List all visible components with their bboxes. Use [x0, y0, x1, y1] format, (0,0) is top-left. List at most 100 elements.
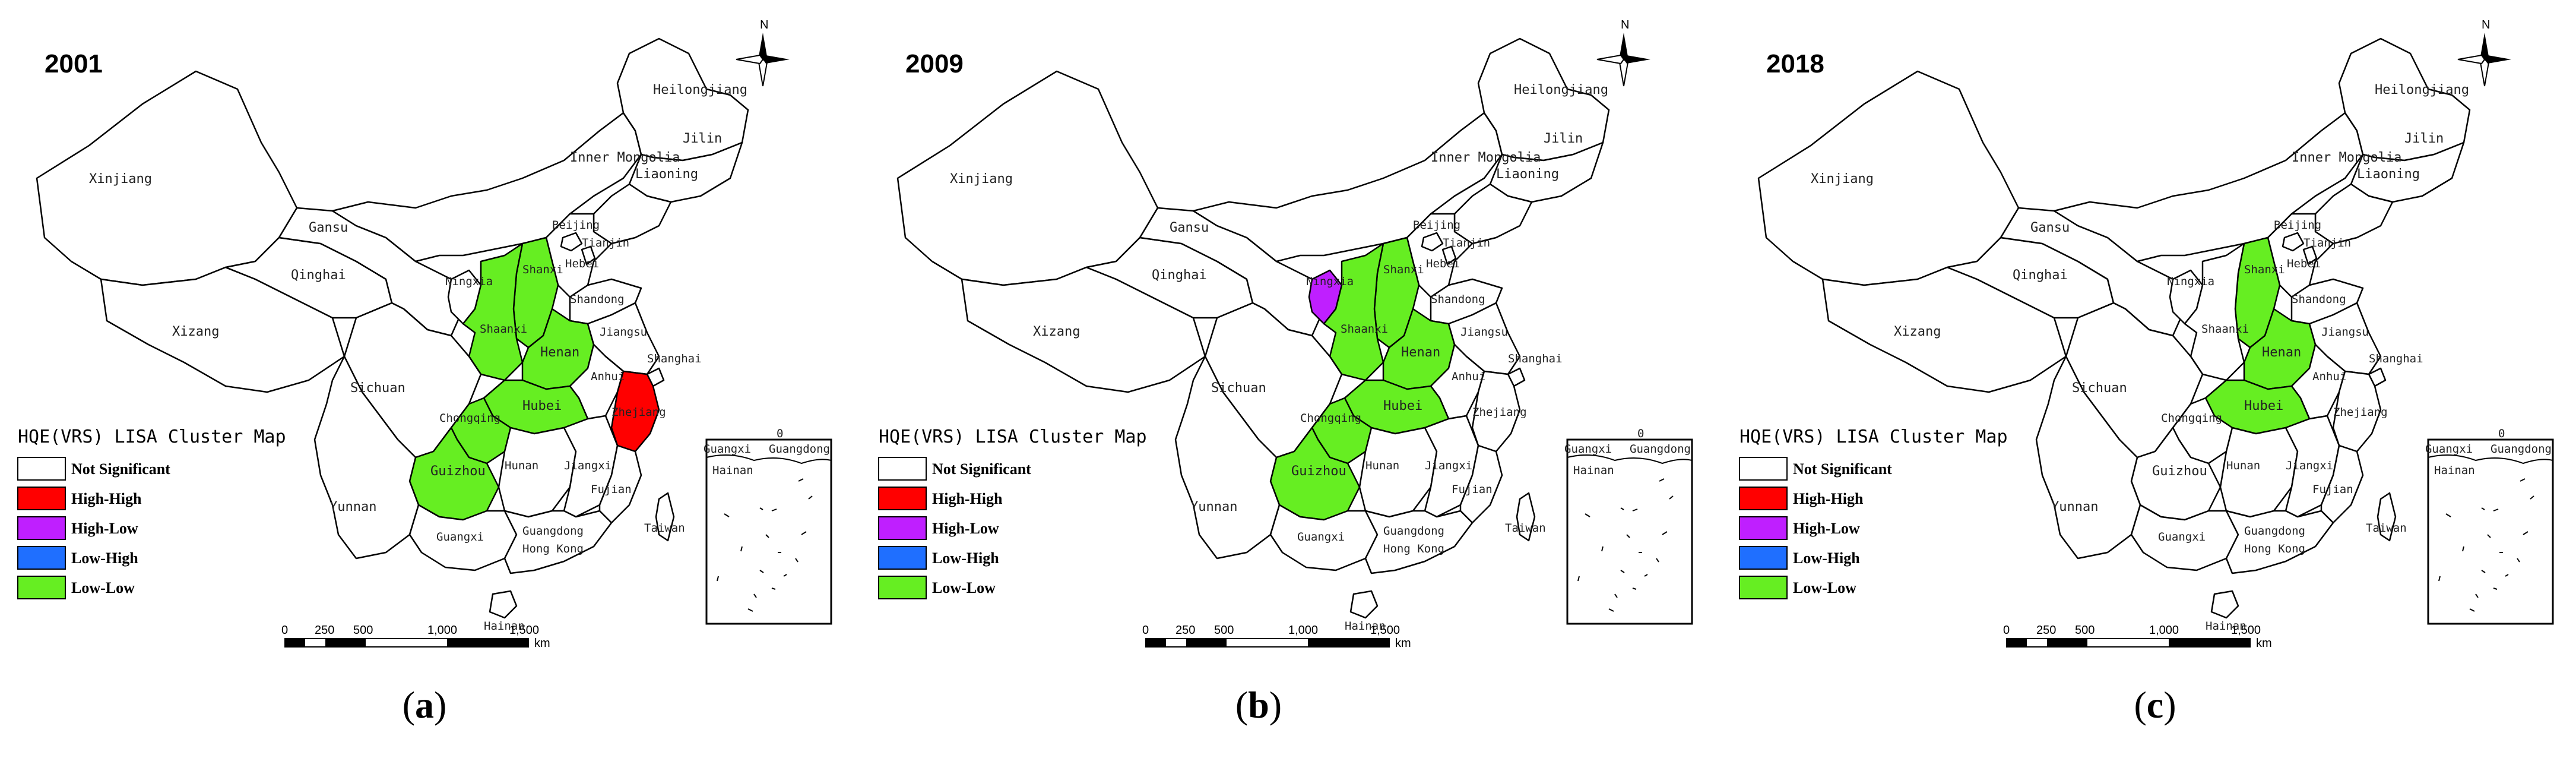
north-label: N: [760, 18, 768, 31]
label-shandong: Shandong: [2292, 293, 2346, 306]
legend-swatch: [1739, 516, 1788, 540]
label-xinjiang: Xinjiang: [950, 172, 1013, 187]
legend-item-low-high: Low-High: [17, 546, 138, 570]
legend-title: HQE(VRS) LISA Cluster Map: [1739, 427, 2008, 447]
province-taiwan: [2377, 492, 2397, 542]
svg-text:500: 500: [2075, 624, 2095, 637]
svg-text:250: 250: [315, 624, 334, 637]
label-jiangxi: Jiangxi: [2286, 459, 2333, 472]
province-labels: Heilongjiang Jilin Liaoning Inner Mongol…: [950, 83, 1608, 633]
label-jilin: Jilin: [1544, 131, 1583, 146]
legend-swatch: [17, 576, 66, 599]
legend-item-not-significant: Not Significant: [17, 457, 170, 481]
svg-text:250: 250: [2036, 624, 2056, 637]
svg-text:Guangxi: Guangxi: [704, 443, 751, 456]
label-beijing: Beijing: [552, 219, 600, 232]
svg-text:Low-High: Low-High: [932, 549, 999, 567]
label-zhejiang: Zhejiang: [1472, 406, 1527, 419]
svg-text:Guangdong: Guangdong: [769, 443, 830, 456]
label-guangdong: Guangdong: [1383, 525, 1444, 538]
svg-text:0: 0: [777, 427, 783, 440]
legend: HQE(VRS) LISA Cluster Map Not Significan…: [1739, 427, 2008, 599]
svg-text:Hainan: Hainan: [712, 464, 753, 477]
label-xizang: Xizang: [1033, 324, 1080, 339]
province-liaoning: [1453, 183, 1533, 245]
province-zhejiang: [1471, 370, 1521, 453]
label-fujian: Fujian: [591, 483, 632, 496]
label-jiangxi: Jiangxi: [564, 459, 611, 472]
legend-item-high-high: High-High: [1739, 487, 1864, 510]
svg-text:Hainan: Hainan: [2434, 464, 2475, 477]
label-qinghai: Qinghai: [291, 268, 346, 283]
label-anhui: Anhui: [1452, 370, 1485, 383]
legend-item-low-low: Low-Low: [17, 576, 135, 599]
province-tianjin: [2302, 245, 2318, 266]
province-guangdong: [2225, 510, 2334, 574]
province-layer: [896, 37, 1610, 619]
label-qinghai: Qinghai: [1152, 268, 1207, 283]
label-chongqing: Chongqing: [2161, 412, 2222, 425]
province-tianjin: [581, 245, 596, 266]
legend-item-low-high: Low-High: [1739, 546, 1860, 570]
label-xinjiang: Xinjiang: [89, 172, 152, 187]
legend-item-high-low: High-Low: [17, 516, 138, 540]
svg-text:1,500: 1,500: [509, 624, 539, 637]
svg-text:Not Significant: Not Significant: [932, 460, 1031, 478]
north-arrow-icon: N: [1596, 18, 1650, 87]
svg-text:0: 0: [281, 624, 288, 637]
label-inner-mongolia: Inner Mongolia: [1431, 150, 1541, 165]
province-beijing: [1421, 232, 1444, 252]
svg-text:0: 0: [1142, 624, 1149, 637]
svg-text:Low-Low: Low-Low: [1793, 579, 1856, 596]
province-inner-mongolia: [1192, 112, 1503, 263]
province-tianjin: [1441, 245, 1457, 266]
label-guangdong: Guangdong: [522, 525, 584, 538]
label-guangxi: Guangxi: [1297, 530, 1345, 544]
legend-swatch: [878, 546, 927, 570]
north-arrow-icon: N: [2457, 18, 2511, 87]
label-liaoning: Liaoning: [2357, 167, 2420, 182]
label-guizhou: Guizhou: [1291, 464, 1346, 479]
province-liaoning: [2314, 183, 2394, 245]
province-inner-mongolia: [331, 112, 642, 263]
svg-text:High-Low: High-Low: [932, 520, 999, 537]
north-label: N: [1621, 18, 1629, 31]
label-ningxia: Ningxia: [2167, 275, 2214, 288]
label-anhui: Anhui: [591, 370, 625, 383]
south-china-sea-inset: 0 Guangxi Guangdong Hainan: [1564, 427, 1693, 625]
label-xizang: Xizang: [172, 324, 219, 339]
label-guangdong: Guangdong: [2244, 525, 2305, 538]
label-hubei: Hubei: [1383, 399, 1422, 413]
province-yunnan: [313, 355, 420, 560]
label-zhejiang: Zhejiang: [2333, 406, 2388, 419]
province-guangdong: [1364, 510, 1474, 574]
province-zhejiang: [610, 370, 660, 453]
label-anhui: Anhui: [2312, 370, 2346, 383]
province-layer: [1757, 37, 2471, 619]
legend-swatch: [878, 576, 927, 599]
svg-text:1,000: 1,000: [427, 624, 457, 637]
label-fujian: Fujian: [1452, 483, 1493, 496]
label-yunnan: Yunnan: [2051, 500, 2098, 514]
label-shandong: Shandong: [570, 293, 625, 306]
province-taiwan: [1516, 492, 1536, 542]
label-shaanxi: Shaanxi: [2201, 323, 2249, 336]
legend-title: HQE(VRS) LISA Cluster Map: [879, 427, 1147, 447]
svg-text:500: 500: [353, 624, 373, 637]
label-taiwan: Taiwan: [1505, 522, 1546, 535]
province-hainan: [1349, 590, 1379, 619]
province-yunnan: [2035, 355, 2141, 560]
legend-item-not-significant: Not Significant: [1739, 457, 1892, 481]
legend: HQE(VRS) LISA Cluster Map Not Significan…: [17, 427, 286, 599]
label-henan: Henan: [2262, 345, 2301, 360]
legend: HQE(VRS) LISA Cluster Map Not Significan…: [878, 427, 1147, 599]
label-hubei: Hubei: [522, 399, 562, 413]
svg-text:0: 0: [2498, 427, 2505, 440]
label-hong-kong: Hong Kong: [522, 542, 584, 555]
province-yunnan: [1174, 355, 1281, 560]
legend-title: HQE(VRS) LISA Cluster Map: [18, 427, 286, 447]
svg-text:Guangdong: Guangdong: [1630, 443, 1691, 456]
label-hainan: Hainan: [1345, 620, 1386, 633]
label-xizang: Xizang: [1894, 324, 1941, 339]
svg-text:High-High: High-High: [71, 490, 142, 507]
